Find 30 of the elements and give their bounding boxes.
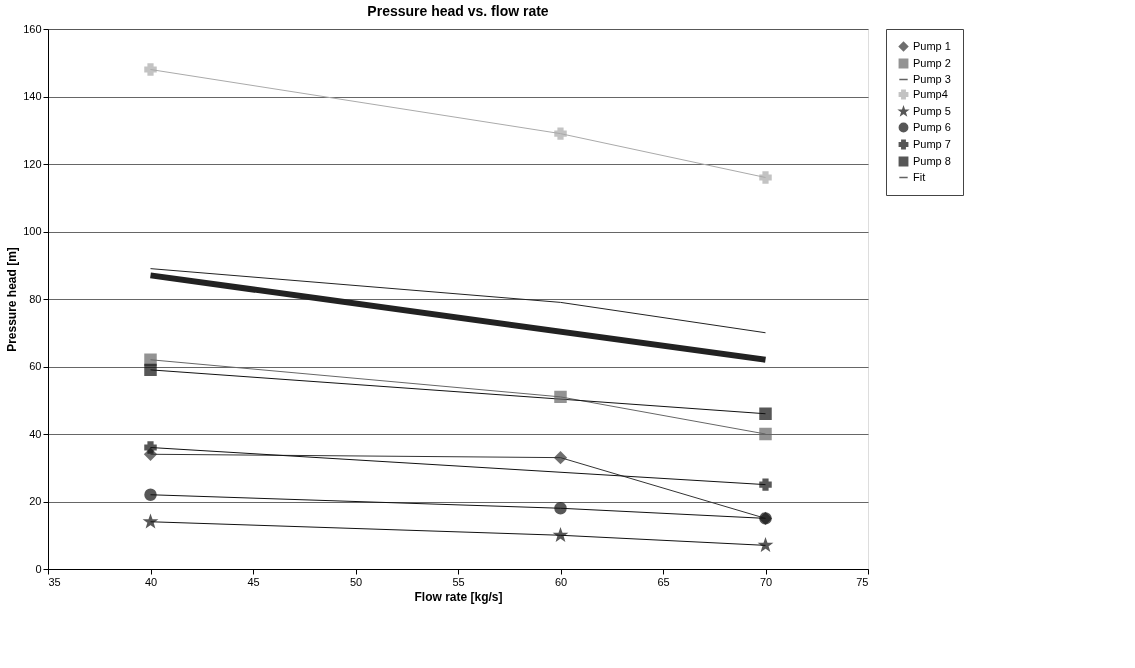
x-tick-label: 45 (247, 575, 260, 588)
y-tick-label: 0 (35, 562, 42, 575)
y-axis-title: Pressure head [m] (5, 247, 20, 352)
x-tick-label: 50 (349, 575, 363, 588)
x-tick-label: 65 (657, 575, 670, 588)
legend-label: Pump 2 (913, 56, 951, 69)
y-tick-label: 20 (29, 495, 42, 507)
y-tick-label: 80 (29, 292, 42, 305)
y-tick-label: 60 (29, 360, 42, 372)
chart-title: Pressure head vs. flow rate (367, 3, 549, 19)
legend-label: Fit (913, 170, 926, 183)
y-tick-label: 40 (29, 427, 42, 440)
x-tick-label: 40 (144, 575, 158, 588)
legend-label: Pump4 (913, 87, 948, 100)
x-tick-label: 75 (856, 575, 869, 588)
legend-label: Pump 7 (913, 137, 951, 150)
legend-label: Pump 3 (913, 72, 951, 85)
y-tick-label: 140 (23, 90, 42, 102)
x-tick-label: 60 (554, 575, 568, 588)
legend-label: Pump 6 (913, 120, 951, 133)
legend-label: Pump 1 (913, 39, 951, 52)
y-tick-label: 100 (23, 225, 42, 237)
x-tick-label: 35 (48, 575, 61, 588)
legend-label: Pump 5 (913, 104, 951, 117)
x-axis-title: Flow rate [kg/s] (414, 589, 503, 604)
legend-label: Pump 8 (913, 154, 951, 167)
y-tick-label: 120 (23, 157, 42, 170)
x-tick-label: 55 (452, 575, 465, 588)
y-tick-label: 160 (23, 22, 42, 35)
x-tick-label: 70 (759, 575, 773, 588)
